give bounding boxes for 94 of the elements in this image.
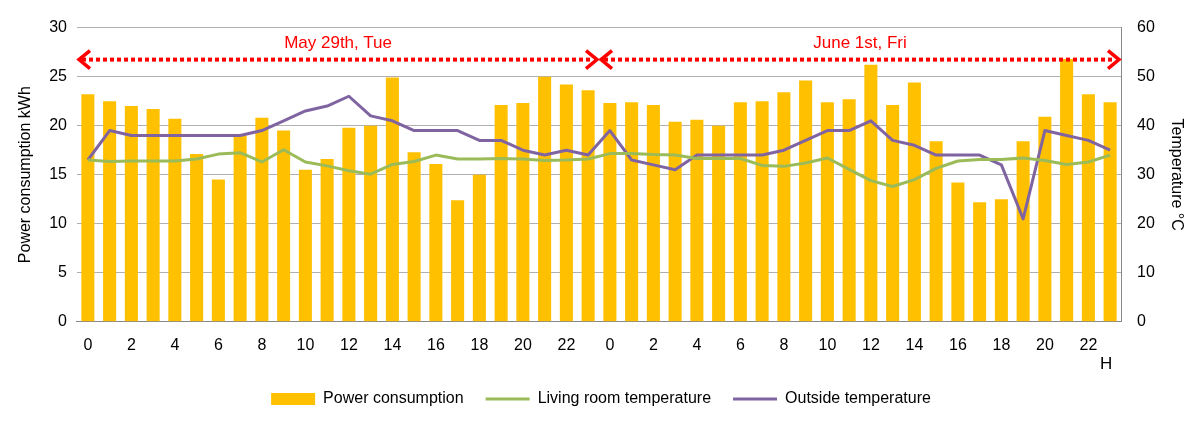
bar xyxy=(1016,141,1030,322)
y-tick-label: 25 xyxy=(49,67,68,85)
bar xyxy=(190,154,204,322)
bar xyxy=(668,121,682,322)
bar xyxy=(385,77,399,322)
x-tick-label: 2 xyxy=(648,335,658,353)
y-axis-title: Power consumption kWh xyxy=(16,86,34,264)
x-tick-label: 18 xyxy=(470,335,489,353)
y2-tick-label: 50 xyxy=(1137,67,1155,85)
bar xyxy=(494,105,508,322)
bar xyxy=(103,101,117,322)
bar xyxy=(733,102,747,322)
bar xyxy=(168,118,182,322)
bar xyxy=(625,102,639,322)
x-tick-label: 10 xyxy=(296,335,315,353)
y2-axis-title: Temperature °C xyxy=(1168,118,1186,231)
bar xyxy=(146,109,160,322)
legend-label: Power consumption xyxy=(323,389,464,407)
x-tick-label: 6 xyxy=(213,335,223,353)
x-tick-label: 10 xyxy=(818,335,837,353)
x-tick-label: 22 xyxy=(557,335,576,353)
x-tick-label: 0 xyxy=(83,335,93,353)
bar xyxy=(603,103,617,322)
bar xyxy=(298,169,312,322)
x-tick-label: 4 xyxy=(692,335,702,353)
bar xyxy=(233,135,247,322)
bar xyxy=(864,64,878,322)
x-tick-label: 8 xyxy=(779,335,789,353)
legend-label: Living room temperature xyxy=(537,389,712,407)
y-tick-label: 0 xyxy=(58,312,68,330)
bar xyxy=(364,125,378,322)
bar xyxy=(581,90,595,322)
y-tick-label: 15 xyxy=(49,165,68,183)
x-tick-label: 20 xyxy=(513,335,532,353)
bar xyxy=(538,76,552,322)
x-tick-label: 18 xyxy=(992,335,1011,353)
bar xyxy=(1103,102,1117,322)
bar xyxy=(516,103,530,322)
bar xyxy=(886,105,900,322)
y2-tick-label: 30 xyxy=(1137,165,1155,183)
bar xyxy=(472,174,486,322)
bar xyxy=(1038,116,1052,322)
y-tick-label: 10 xyxy=(49,214,68,232)
bar xyxy=(951,182,965,322)
bar xyxy=(929,141,943,322)
bar xyxy=(907,82,921,322)
bar xyxy=(320,159,334,322)
bar xyxy=(994,199,1008,322)
x-axis-title: H xyxy=(1099,353,1113,373)
y2-tick-label: 60 xyxy=(1137,18,1155,36)
annotation: May 29th, Tue xyxy=(284,32,392,52)
bar xyxy=(1081,94,1095,322)
bar xyxy=(712,125,726,322)
x-tick-label: 16 xyxy=(948,335,967,353)
y-tick-label: 20 xyxy=(49,116,68,134)
legend-label: Outside temperature xyxy=(785,389,931,407)
bar xyxy=(559,84,573,322)
y-tick-label: 5 xyxy=(58,263,68,281)
x-tick-label: 6 xyxy=(735,335,745,353)
x-tick-label: 4 xyxy=(170,335,180,353)
bar xyxy=(81,94,95,322)
x-tick-label: 14 xyxy=(383,335,402,353)
bar xyxy=(755,101,769,322)
bar xyxy=(820,102,834,322)
bar xyxy=(646,105,660,322)
bar xyxy=(124,106,138,322)
bar xyxy=(799,80,813,322)
x-tick-label: 12 xyxy=(861,335,880,353)
bar xyxy=(277,130,291,322)
x-tick-label: 20 xyxy=(1035,335,1054,353)
x-tick-label: 0 xyxy=(605,335,615,353)
x-tick-label: 8 xyxy=(257,335,267,353)
bar xyxy=(429,163,443,322)
bar xyxy=(211,179,225,322)
annotation: June 1st, Fri xyxy=(813,32,907,52)
x-tick-label: 22 xyxy=(1079,335,1098,353)
bar xyxy=(255,117,269,322)
bar xyxy=(407,152,421,322)
y-tick-label: 30 xyxy=(49,18,68,36)
x-tick-label: 12 xyxy=(339,335,358,353)
bar xyxy=(451,200,465,322)
bar xyxy=(690,119,704,322)
bar xyxy=(1060,58,1074,322)
x-tick-label: 14 xyxy=(905,335,924,353)
x-tick-label: 16 xyxy=(426,335,445,353)
bar xyxy=(842,99,856,322)
y2-tick-label: 10 xyxy=(1137,263,1155,281)
bar xyxy=(973,202,987,322)
bar xyxy=(342,127,356,322)
y2-tick-label: 0 xyxy=(1137,312,1146,330)
x-tick-label: 2 xyxy=(126,335,136,353)
bar xyxy=(777,92,791,322)
y2-tick-label: 40 xyxy=(1137,116,1155,134)
y2-tick-label: 20 xyxy=(1137,214,1155,232)
